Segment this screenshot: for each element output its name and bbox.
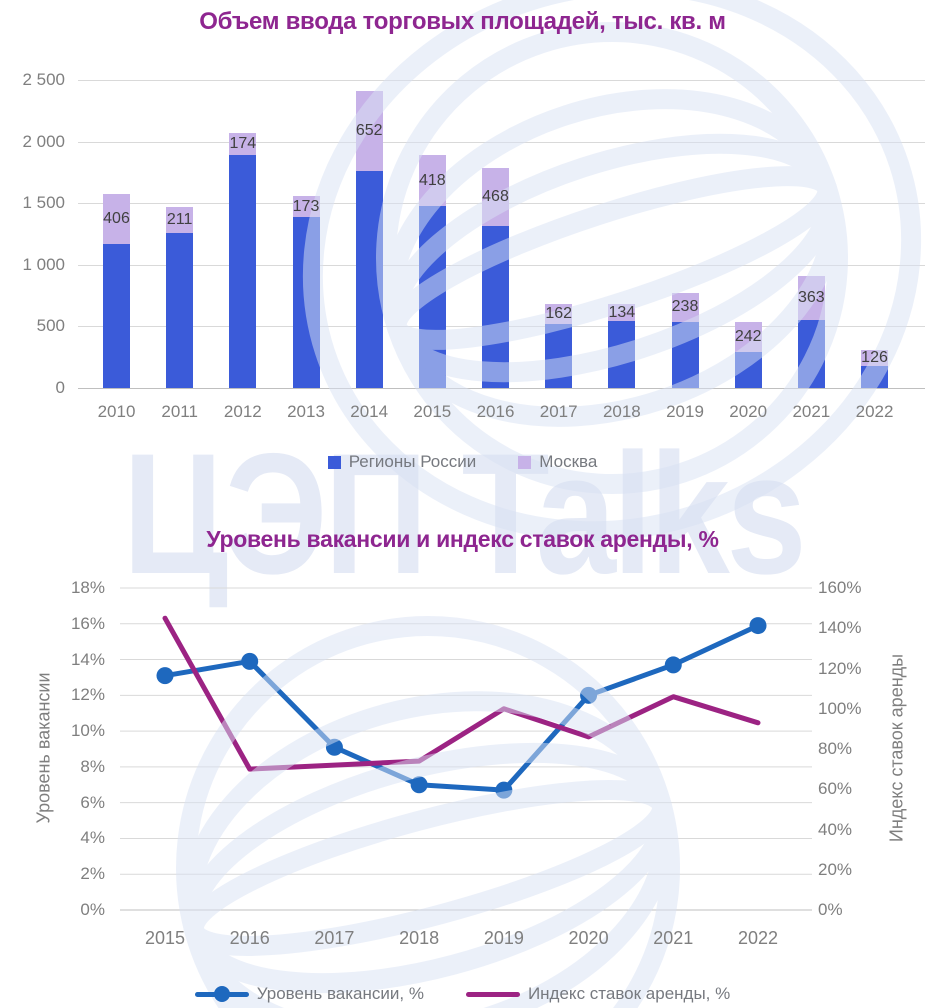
bar-data-label-2018: 134	[608, 303, 636, 321]
x-axis-tick-2018: 2018	[399, 928, 440, 948]
legend-marker-dot	[213, 986, 230, 1002]
bar-data-label-2022: 126	[861, 349, 888, 367]
right-axis-title: Индекс ставок аренды	[886, 653, 907, 843]
line-chart-title: Уровень вакансии и индекс ставок аренды,…	[206, 526, 719, 552]
right-axis-tick: 120%	[818, 658, 862, 678]
x-axis-tick-2022: 2022	[737, 928, 778, 948]
bar-data-label-2015: 418	[418, 171, 446, 189]
right-axis-tick: 40%	[818, 819, 853, 839]
x-axis-tick-2014: 2014	[350, 402, 389, 421]
x-axis-tick-2012: 2012	[223, 402, 262, 421]
bar-segment-moscow-2011	[166, 207, 194, 234]
x-axis-tick-2016: 2016	[229, 928, 270, 948]
line-series-rent-index	[162, 615, 761, 772]
marker-2018	[410, 776, 428, 794]
marker-2017	[325, 738, 343, 756]
x-axis-tick-2013: 2013	[287, 402, 325, 421]
right-axis-tick: 100%	[818, 698, 862, 718]
bar-data-label-2021: 363	[798, 288, 825, 306]
legend-label: Регионы России	[348, 452, 477, 471]
x-axis-tick-2011: 2011	[161, 402, 198, 421]
x-axis-tick-2019: 2019	[483, 928, 524, 948]
bar-data-label-2020: 242	[734, 327, 762, 345]
legend-line-sample	[465, 991, 520, 997]
left-axis-tick: 10%	[70, 721, 105, 741]
x-axis-tick-2017: 2017	[314, 928, 355, 948]
left-axis-tick: 4%	[80, 828, 105, 848]
bar-data-label-2016: 468	[482, 188, 509, 206]
x-axis-tick-2021: 2021	[792, 402, 831, 421]
marker-2015	[156, 667, 174, 685]
right-axis-tick: 20%	[818, 859, 853, 879]
x-axis-tick-2022: 2022	[855, 402, 894, 421]
marker-2022	[749, 617, 767, 635]
x-axis-tick-2015: 2015	[144, 928, 186, 948]
y-axis-tick: 1 000	[22, 254, 65, 274]
y-axis-tick: 0	[55, 378, 65, 397]
y-axis-tick: 1 500	[22, 193, 65, 213]
bar-segment-regions-2011	[166, 233, 194, 388]
x-axis-tick-2018: 2018	[602, 402, 641, 421]
legend-label: Москва	[539, 452, 598, 471]
line-series-vacancy	[162, 623, 761, 793]
bar-segment-moscow-2010	[103, 193, 130, 244]
left-axis-tick: 12%	[70, 685, 105, 705]
bar-data-label-2011: 211	[166, 211, 193, 229]
right-axis-tick: 60%	[818, 779, 853, 799]
bar-segment-regions-2010	[103, 243, 130, 388]
right-axis-tick: 160%	[818, 578, 862, 597]
marker-2016	[241, 652, 259, 670]
marker-2020	[580, 686, 598, 704]
line-chart-legend: Уровень вакансии, % Индекс ставок аренды,…	[0, 984, 925, 1004]
bar-data-label-2012: 174	[229, 134, 257, 152]
legend-swatch-regions	[327, 455, 341, 469]
left-axis-title: Уровень вакансии	[33, 672, 54, 824]
bar-data-label-2017: 162	[545, 304, 573, 322]
legend-label: Уровень вакансии, %	[256, 984, 424, 1003]
bar-data-label-2010: 406	[103, 209, 130, 227]
x-axis-tick-2021: 2021	[653, 928, 694, 948]
right-axis-tick: 140%	[818, 618, 862, 638]
x-axis-tick-2020: 2020	[729, 402, 768, 421]
left-axis-tick: 16%	[70, 613, 105, 633]
marker-2021	[664, 656, 682, 674]
bar-segment-regions-2012	[229, 154, 257, 388]
x-axis-tick-2019: 2019	[666, 402, 704, 421]
left-axis-tick: 8%	[80, 756, 105, 776]
x-axis-tick-2016: 2016	[476, 402, 515, 421]
y-axis-tick: 2 000	[22, 131, 65, 151]
marker-2019	[495, 781, 513, 799]
x-axis-tick-2017: 2017	[539, 402, 578, 421]
y-axis-tick: 500	[36, 316, 65, 336]
x-axis-tick-2015: 2015	[413, 402, 452, 421]
y-axis-tick: 2 500	[22, 70, 65, 89]
legend-label: Индекс ставок аренды, %	[527, 984, 731, 1003]
bar-data-label-2019: 238	[671, 298, 699, 316]
bar-chart-legend: Регионы России Москва	[0, 452, 925, 472]
bar-data-label-2013: 173	[292, 197, 320, 215]
x-axis-tick-2010: 2010	[97, 402, 136, 421]
left-axis-tick: 0%	[80, 900, 105, 919]
bar-chart-title: Объем ввода торговых площадей, тыс. кв. …	[199, 8, 726, 35]
left-axis-tick: 2%	[80, 864, 105, 884]
right-axis-tick: 0%	[818, 900, 843, 919]
x-axis-tick-2020: 2020	[568, 928, 609, 948]
left-axis-tick: 18%	[70, 578, 105, 597]
right-axis-tick: 80%	[818, 739, 853, 758]
legend-line-sample	[194, 986, 249, 1002]
bar-segment-moscow-2012	[229, 133, 257, 155]
bar-data-label-2014: 652	[355, 122, 383, 139]
legend-swatch-moscow	[518, 455, 532, 469]
left-axis-tick: 6%	[80, 792, 105, 812]
left-axis-tick: 14%	[70, 649, 105, 669]
